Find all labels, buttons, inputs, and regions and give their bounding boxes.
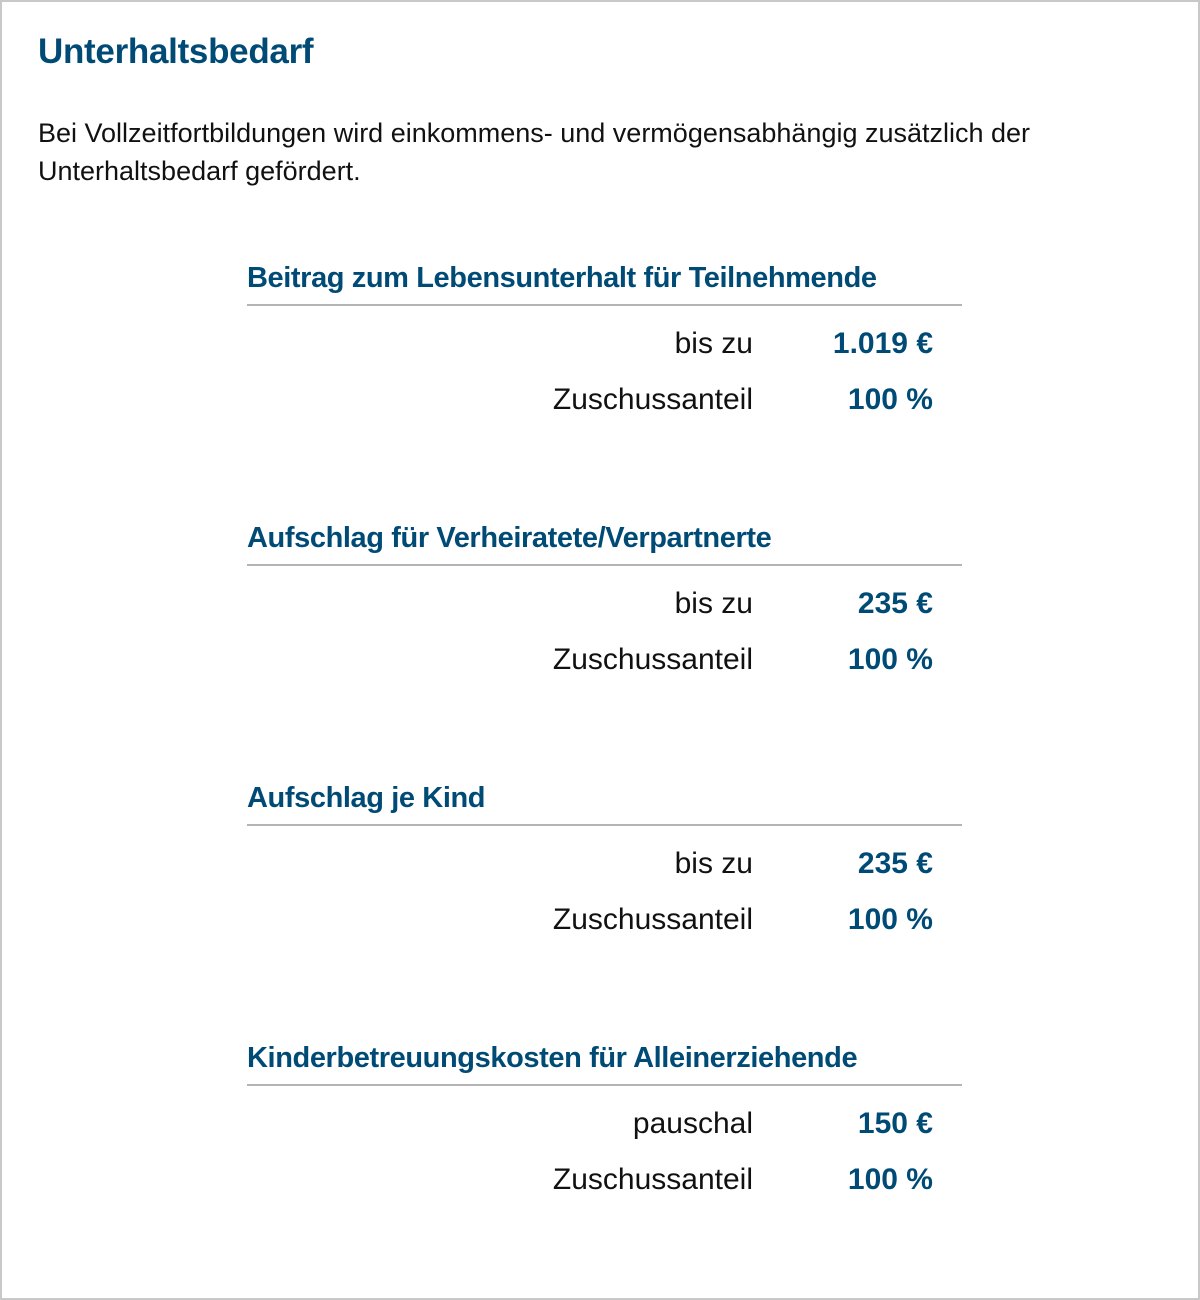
table-row: bis zu 235 € bbox=[247, 576, 962, 632]
row-value: 150 € bbox=[857, 1107, 933, 1140]
section-heading: Kinderbetreuungskosten für Alleinerziehe… bbox=[247, 1038, 962, 1086]
row-value: 100 % bbox=[847, 643, 933, 676]
section-heading: Aufschlag je Kind bbox=[247, 778, 962, 826]
table-row: bis zu 235 € bbox=[247, 836, 962, 892]
row-label: pauschal bbox=[632, 1107, 753, 1140]
row-value: 235 € bbox=[857, 847, 933, 880]
row-label: bis zu bbox=[674, 847, 753, 880]
intro-text: Bei Vollzeitfortbildungen wird einkommen… bbox=[38, 118, 1031, 186]
row-value: 100 % bbox=[847, 383, 933, 416]
section-heading: Aufschlag für Verheiratete/Verpartnerte bbox=[247, 518, 962, 566]
table-row: pauschal 150 € bbox=[247, 1096, 962, 1152]
row-value: 100 % bbox=[847, 1163, 933, 1196]
section-verheiratete: Aufschlag für Verheiratete/Verpartnerte … bbox=[247, 518, 962, 688]
section-kinderbetreuung: Kinderbetreuungskosten für Alleinerziehe… bbox=[247, 1038, 962, 1208]
section-heading: Beitrag zum Lebensunterhalt für Teilnehm… bbox=[247, 258, 962, 306]
row-value: 1.019 € bbox=[832, 327, 933, 360]
row-label: Zuschussanteil bbox=[552, 1163, 753, 1196]
row-value: 235 € bbox=[857, 587, 933, 620]
row-value: 100 % bbox=[847, 903, 933, 936]
row-label: bis zu bbox=[674, 587, 753, 620]
row-label: Zuschussanteil bbox=[552, 643, 753, 676]
page-title: Unterhaltsbedarf bbox=[38, 32, 314, 71]
table-row: Zuschussanteil 100 % bbox=[247, 892, 962, 948]
row-label: Zuschussanteil bbox=[552, 903, 753, 936]
table-row: Zuschussanteil 100 % bbox=[247, 372, 962, 428]
table-row: bis zu 1.019 € bbox=[247, 316, 962, 372]
row-label: Zuschussanteil bbox=[552, 383, 753, 416]
table-row: Zuschussanteil 100 % bbox=[247, 632, 962, 688]
section-lebensunterhalt: Beitrag zum Lebensunterhalt für Teilnehm… bbox=[247, 258, 962, 428]
row-label: bis zu bbox=[674, 327, 753, 360]
section-kind: Aufschlag je Kind bis zu 235 € Zuschussa… bbox=[247, 778, 962, 948]
table-row: Zuschussanteil 100 % bbox=[247, 1152, 962, 1208]
